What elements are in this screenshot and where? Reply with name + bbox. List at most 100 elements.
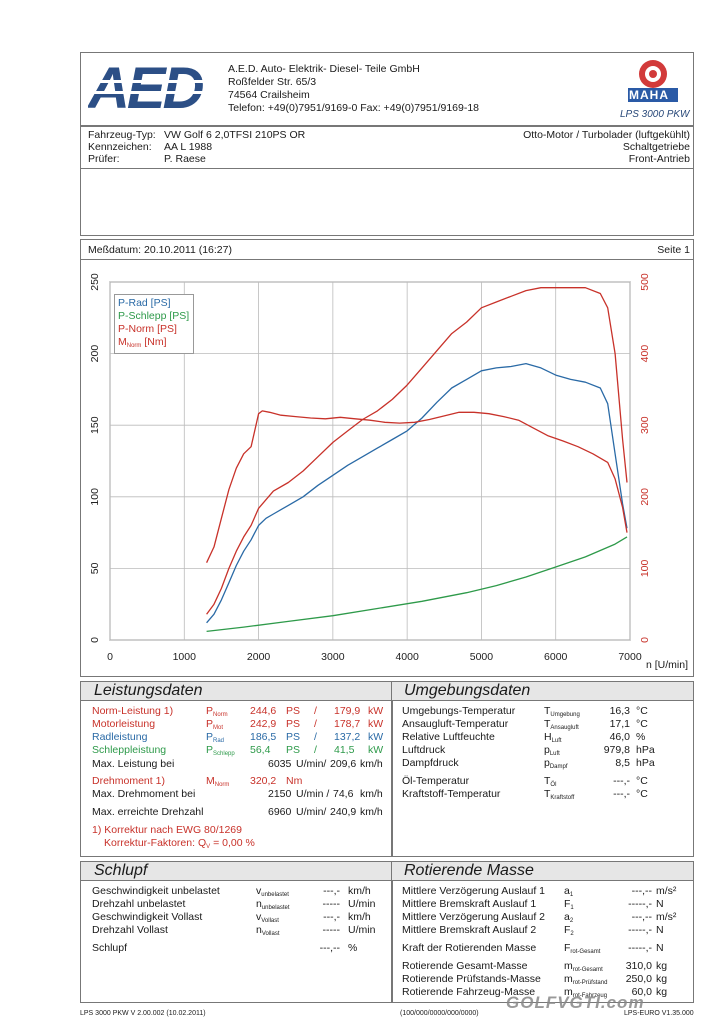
max-drehzahl-rpm-unit: U/min/ bbox=[296, 806, 327, 818]
leistung-row-symbol-letter: P bbox=[206, 731, 214, 743]
schlupf-row-symbol-letter: n bbox=[256, 898, 262, 910]
footer-right: LPS-EURO V1.35.000 bbox=[624, 1010, 694, 1017]
drehmoment-value: 320,2 bbox=[250, 775, 277, 787]
rotierend-row-value: -----,- bbox=[628, 898, 652, 910]
vehicle-type-label: Fahrzeug-Typ: bbox=[88, 129, 156, 141]
vehicle-type-value: VW Golf 6 2,0TFSI 210PS OR bbox=[164, 129, 306, 141]
drehmoment-label: Drehmoment 1) bbox=[92, 775, 165, 787]
rotierend-row-unit: kg bbox=[656, 986, 668, 998]
umgebung-row-value: 16,3 bbox=[609, 705, 630, 717]
schlupf-row-label: Geschwindigkeit unbelastet bbox=[92, 885, 220, 897]
rotierend-row-symbol: Frot-Gesamt bbox=[564, 943, 600, 955]
maha-model: LPS 3000 PKW bbox=[620, 109, 690, 120]
umgebung-row-symbol-letter: p bbox=[544, 744, 550, 756]
schlupf-row-value: ---,- bbox=[323, 911, 340, 923]
drive-type: Front-Antrieb bbox=[628, 153, 690, 165]
leistung-row-ps: 244,6 bbox=[250, 705, 277, 717]
max-drehzahl-speed-unit: km/h bbox=[360, 806, 383, 818]
leistung-row-symbol-sub: Rad bbox=[213, 738, 225, 744]
schlupf-row-symbol-sub: unbelastet bbox=[261, 905, 290, 911]
leistung-row-kw-unit: kW bbox=[368, 731, 384, 743]
rotierend-box bbox=[391, 861, 694, 1003]
rotierend-row-symbol-letter: F bbox=[564, 942, 571, 954]
rotierend-row-symbol-sub: rot-Gesamt bbox=[570, 949, 601, 955]
rotierend-row-symbol: a2 bbox=[564, 912, 573, 924]
rotierend-row-value: -----,- bbox=[628, 924, 652, 936]
umgebung-row-symbol-letter: T bbox=[544, 775, 551, 787]
max-leistung-speed-unit: km/h bbox=[360, 758, 383, 770]
rotierend-row-symbol-letter: a bbox=[564, 885, 570, 897]
leistung-box bbox=[80, 681, 393, 857]
umgebung-row-label: Luftdruck bbox=[402, 744, 446, 756]
max-drehzahl-speed: 240,9 bbox=[330, 806, 357, 818]
tester-value: P. Raese bbox=[164, 153, 206, 165]
umgebung-row-symbol-sub: Umgebung bbox=[550, 712, 580, 718]
schlupf-row-unit: U/min bbox=[348, 924, 376, 936]
umgebung-row-symbol-sub: Luft bbox=[551, 738, 562, 744]
rotierend-row-unit: N bbox=[656, 942, 664, 954]
leistung-title: Leistungsdaten bbox=[94, 682, 203, 699]
leistung-row-symbol-sub: Mot bbox=[213, 725, 224, 731]
drehmoment-symbol: MNorm bbox=[206, 776, 229, 788]
umgebung-row-symbol-sub: Luft bbox=[549, 751, 560, 757]
y-right-tick-label: 200 bbox=[639, 488, 651, 506]
schlupf-row-label: Geschwindigkeit Vollast bbox=[92, 911, 203, 923]
leistung-row-symbol: PSchlepp bbox=[206, 745, 235, 757]
measure-date: Meßdatum: 20.10.2011 (16:27) bbox=[88, 244, 232, 256]
x-tick-label: 6000 bbox=[544, 651, 568, 663]
leistung-row-label: Norm-Leistung 1) bbox=[92, 705, 174, 717]
rotierend-row-label: Mittlere Verzögerung Auslauf 1 bbox=[402, 885, 546, 897]
tester-label: Prüfer: bbox=[88, 153, 120, 165]
x-tick-label: 2000 bbox=[247, 651, 271, 663]
correction-factor-sub: V bbox=[206, 844, 211, 850]
leistung-row-ps: 56,4 bbox=[250, 744, 271, 756]
umgebung-row-unit: °C bbox=[636, 775, 648, 787]
rotierend-row-symbol-letter: m bbox=[564, 960, 573, 972]
schlupf-row-symbol-letter: v bbox=[256, 885, 262, 897]
umgebung-row-value: ---,- bbox=[613, 788, 630, 800]
leistung-row-ps: 186,5 bbox=[250, 731, 277, 743]
x-tick-label: 4000 bbox=[395, 651, 419, 663]
schlupf-row-unit: km/h bbox=[348, 911, 371, 923]
leistung-row-sep: / bbox=[314, 718, 317, 730]
legend-p-norm: P-Norm [PS] bbox=[118, 323, 177, 335]
rotierend-row-symbol-letter: m bbox=[564, 986, 573, 998]
umgebung-row-label: Umgebungs-Temperatur bbox=[402, 705, 516, 717]
y-right-tick-label: 100 bbox=[639, 559, 651, 577]
rotierend-row-symbol-sub: 2 bbox=[569, 918, 574, 924]
x-tick-label: 7000 bbox=[618, 651, 642, 663]
max-leistung-label: Max. Leistung bei bbox=[92, 758, 175, 770]
rotierend-row-label: Mittlere Verzögerung Auslauf 2 bbox=[402, 911, 546, 923]
company-phone: Telefon: +49(0)7951/9169-0 Fax: +49(0)79… bbox=[228, 102, 480, 114]
umgebung-row-value: 17,1 bbox=[609, 718, 630, 730]
leistung-row-kw: 41,5 bbox=[334, 744, 355, 756]
legend-p-schlepp: P-Schlepp [PS] bbox=[118, 310, 190, 322]
x-axis-label: n [U/min] bbox=[646, 659, 689, 671]
leistung-row-symbol-letter: P bbox=[206, 718, 214, 730]
umgebung-row-unit: % bbox=[636, 731, 646, 743]
company-street: Roßfelder Str. 65/3 bbox=[228, 76, 317, 88]
rotierend-row-value: ---,-- bbox=[631, 911, 652, 923]
chart-box bbox=[80, 239, 694, 677]
umgebung-row-label: Ansaugluft-Temperatur bbox=[402, 718, 509, 730]
drehmoment-unit: Nm bbox=[286, 775, 303, 787]
umgebung-row-symbol: pDampf bbox=[544, 758, 568, 770]
leistung-row-ps: 242,9 bbox=[250, 718, 277, 730]
max-drehzahl-label: Max. erreichte Drehzahl bbox=[92, 806, 204, 818]
x-tick-label: 3000 bbox=[321, 651, 345, 663]
leistung-row-ps-unit: PS bbox=[286, 705, 301, 717]
rotierend-row-symbol: F1 bbox=[564, 899, 574, 911]
schlupf-row-unit: U/min bbox=[348, 898, 376, 910]
umgebung-row-symbol-letter: T bbox=[544, 788, 551, 800]
rotierend-row-symbol: mrot-Prüfstand bbox=[564, 974, 607, 986]
svg-text:AED: AED bbox=[88, 60, 204, 114]
y-right-tick-label: 300 bbox=[639, 416, 651, 434]
vehicle-plate-label: Kennzeichen: bbox=[88, 141, 152, 153]
y-left-tick-label: 50 bbox=[89, 562, 101, 574]
maha-logo-icon bbox=[624, 58, 682, 111]
series-line-p-schlepp bbox=[206, 536, 628, 633]
max-leistung-rpm: 6035 bbox=[268, 758, 292, 770]
leistung-row-symbol-letter: P bbox=[206, 705, 214, 717]
umgebung-row-label: Relative Luftfeuchte bbox=[402, 731, 495, 743]
schlupf-header-bg bbox=[81, 862, 392, 881]
